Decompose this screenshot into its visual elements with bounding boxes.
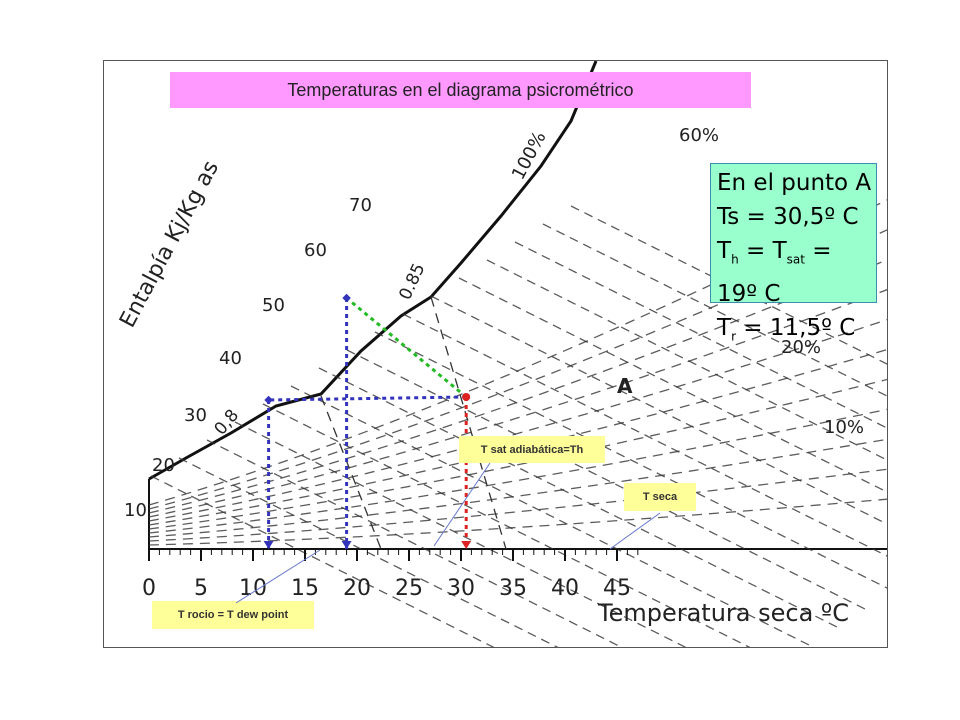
psychrometric-chart-frame: Entalpía Kj/Kg as Temperatura seca ºC 0 5…	[103, 60, 888, 648]
dew-point-horizontal-line	[268, 395, 467, 402]
x-tick-label: 25	[395, 576, 423, 601]
point-info-box: En el punto A Ts = 30,5º C Th = Tsat = 1…	[710, 163, 877, 343]
relative-humidity-curve	[148, 259, 887, 514]
wet-bulb-line	[318, 367, 840, 629]
dew-point-marker	[264, 395, 273, 405]
x-tick-label: 30	[447, 576, 475, 601]
wet-bulb-marker	[342, 293, 351, 303]
page-title: Temperaturas en el diagrama psicrométric…	[170, 72, 751, 108]
enthalpy-tick-label: 60	[304, 240, 327, 261]
rh-label: 10%	[824, 417, 864, 438]
enthalpy-axis-label: Entalpía Kj/Kg as	[115, 157, 224, 332]
relative-humidity-curve	[148, 498, 887, 546]
dew-point-label: T rocio = T dew point	[152, 601, 314, 629]
volume-tick-label: 0,8	[211, 406, 244, 440]
wet-bulb-arrowhead	[341, 541, 352, 549]
wet-bulb-line	[178, 457, 559, 647]
tr-value: = 11,5º C	[736, 314, 856, 341]
relative-humidity-curve	[148, 438, 887, 538]
chart-marks	[263, 293, 472, 549]
wet-bulb-line	[458, 277, 887, 493]
info-line-tr: Tr = 11,5º C	[717, 311, 876, 354]
wet-bulb-line	[570, 205, 887, 365]
point-a-label: A	[617, 374, 633, 398]
enthalpy-tick-label: 10	[124, 500, 147, 521]
info-line-ts: Ts = 30,5º C	[717, 204, 859, 230]
adiabatic-saturation-line	[345, 296, 468, 399]
enthalpy-tick-label: 70	[349, 195, 372, 216]
wet-bulb-line	[402, 313, 887, 557]
enthalpy-tick-label: 30	[184, 405, 207, 426]
volume-tick-label: 0.85	[395, 260, 429, 303]
th-symbol: T	[717, 238, 732, 264]
th-subscript: h	[731, 252, 739, 267]
wet-bulb-line	[346, 349, 868, 611]
wet-bulb-line	[206, 439, 623, 647]
x-tick-label: 0	[142, 576, 156, 601]
specific-volume-line	[320, 395, 382, 550]
th-value: = 19º C	[717, 238, 832, 307]
relative-humidity-curve	[148, 468, 887, 542]
dew-point-arrowhead	[263, 541, 274, 549]
specific-volume-line	[430, 296, 507, 550]
x-tick-label: 15	[291, 576, 319, 601]
psychrometric-chart: Entalpía Kj/Kg as Temperatura seca ºC 0 5…	[115, 61, 887, 647]
wet-bulb-label: T sat adiabática=Th	[459, 436, 605, 463]
rh-label: 20%	[781, 337, 821, 358]
x-axis-label: Temperatura seca ºC	[597, 599, 849, 627]
wet-bulb-line	[234, 421, 687, 647]
wet-bulb-line	[290, 385, 812, 647]
dry-bulb-label: T seca	[624, 483, 696, 511]
enthalpy-tick-label: 40	[219, 348, 242, 369]
x-tick-label: 35	[499, 576, 527, 601]
enthalpy-tick-label: 20	[152, 455, 175, 476]
wet-bulb-line	[542, 223, 887, 397]
enthalpy-tick-label: 50	[262, 295, 285, 316]
point-a-marker	[462, 393, 471, 401]
info-line-th: Th = Tsat = 19º C	[717, 234, 876, 311]
x-tick-label: 45	[603, 576, 631, 601]
sat-subscript: sat	[786, 252, 805, 267]
wet-bulb-line	[374, 331, 887, 589]
x-tick-label: 40	[551, 576, 579, 601]
x-tick-label: 20	[343, 576, 371, 601]
wet-bulb-line	[430, 295, 887, 525]
rh-label: 60%	[679, 125, 719, 146]
wet-bulb-line	[150, 475, 495, 647]
dry-bulb-arrowhead	[461, 541, 472, 549]
saturation-curve	[148, 61, 598, 481]
x-tick-label: 5	[194, 576, 208, 601]
relative-humidity-curve	[148, 408, 887, 534]
info-line-1: En el punto A	[717, 170, 872, 196]
wet-bulb-line	[514, 241, 887, 429]
chart-grid	[148, 61, 887, 647]
tr-subscript: r	[731, 329, 736, 344]
tr-symbol: T	[717, 314, 732, 341]
x-tick-label: 10	[239, 576, 267, 601]
relative-humidity-curve	[148, 229, 887, 510]
th-equals: = T	[738, 238, 787, 264]
relative-humidity-curve	[148, 289, 887, 518]
rh-label: 100%	[508, 128, 551, 183]
